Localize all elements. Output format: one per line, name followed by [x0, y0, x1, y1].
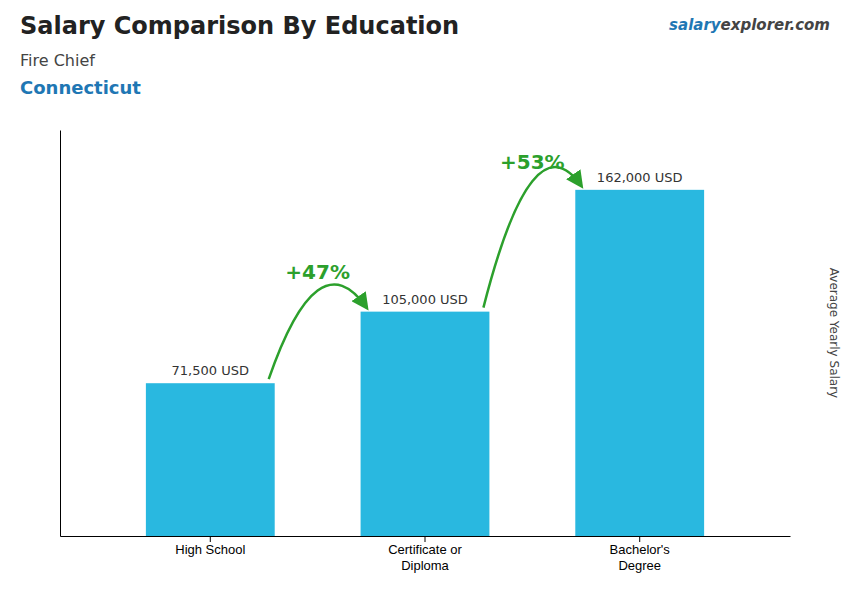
x-tick-label-line: Diploma [401, 558, 449, 573]
growth-arrow [483, 167, 581, 308]
subtitle: Fire Chief [20, 51, 95, 70]
data-labels: 71,500 USD 105,000 USD 162,000 USD [172, 170, 683, 378]
x-tick-label: Certificate orDiploma [388, 542, 462, 573]
y-axis [60, 131, 61, 537]
y-axis-title: Average Yearly Salary [827, 268, 841, 398]
watermark-part: salary [669, 16, 722, 34]
data-label: 71,500 USD [172, 363, 249, 378]
bar [575, 190, 704, 536]
data-label: 105,000 USD [382, 292, 468, 307]
plot: High School Certificate orDiploma Bachelor… [61, 131, 791, 573]
subtitle: Connecticut [20, 77, 141, 98]
title: Salary Comparison By Education [20, 12, 459, 40]
x-tick-label: High School [175, 542, 245, 557]
data-label: 162,000 USD [597, 170, 683, 185]
x-tick-label-line: Bachelor's [610, 542, 671, 557]
x-tick: Bachelor'sDegree [610, 536, 671, 573]
annotations: +47% +53% [269, 150, 582, 379]
watermark-part: explorer [721, 16, 794, 34]
growth-arrow [269, 284, 367, 379]
x-tick-label: Bachelor'sDegree [610, 542, 671, 573]
x-tick: High School [175, 536, 245, 557]
x-axis: High School Certificate orDiploma Bachelor… [61, 536, 791, 573]
bar [146, 383, 275, 536]
watermark-part: .com [789, 16, 830, 34]
bar [361, 312, 490, 536]
growth-label: +53% [500, 150, 565, 174]
x-tick-label-line: High School [175, 542, 245, 557]
x-tick-mark [639, 536, 640, 542]
watermark: salaryexplorer.com [669, 16, 830, 34]
chart: Salary Comparison By Education Fire Chief… [0, 0, 850, 606]
growth-label: +47% [285, 260, 350, 284]
y-axis-line [60, 131, 61, 537]
x-tick-mark [425, 536, 426, 542]
x-tick: Certificate orDiploma [388, 536, 462, 573]
x-tick-mark [210, 536, 211, 542]
x-tick-label-line: Certificate or [388, 542, 462, 557]
bars [146, 190, 704, 536]
x-tick-label-line: Degree [618, 558, 661, 573]
